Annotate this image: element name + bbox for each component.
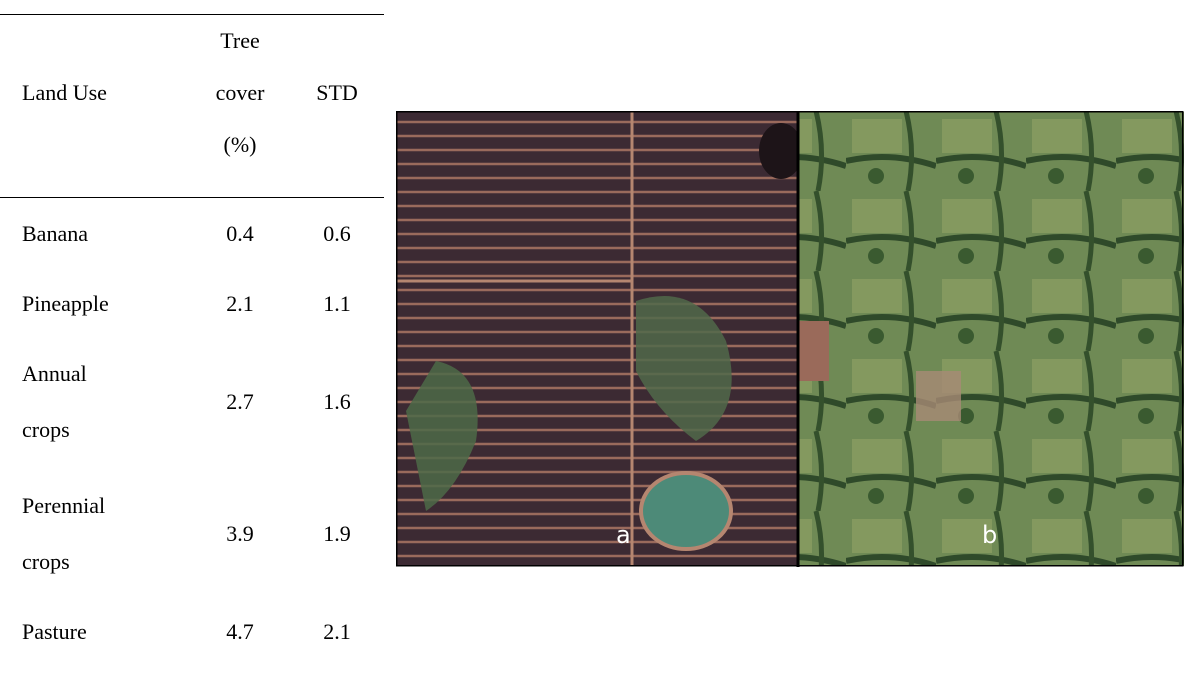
table-cell: 2.7 [190,338,290,466]
cell-value: 4.7 [190,604,290,660]
land-use-label: Perennial crops [22,478,134,590]
cell-value: 1.1 [290,276,384,332]
header-cell: STD [290,15,384,198]
table-cell: 0.4 [190,198,290,270]
cell-value: 1.9 [290,506,384,562]
table-cell: 1.1 [290,270,384,338]
table-cell: 4.7 [190,602,290,662]
panel-label: b [982,521,997,549]
figure: a b [396,111,1184,567]
table-cell: 0.6 [290,198,384,270]
land-use-label: Annual crops [22,346,134,458]
table-cell: 2.1 [190,270,290,338]
cell-value: 1.6 [290,374,384,430]
table-cell: 2.1 [290,602,384,662]
cell-value: 2.1 [290,604,384,660]
land-use-label: Pasture [22,604,134,660]
header-text: Land Use [22,15,134,119]
header-cell: Tree cover (%) [190,15,290,198]
panel-b-image [799,112,1184,566]
table-cell: 1.6 [290,338,384,466]
cell-value: 3.9 [190,506,290,562]
header-text: Tree cover (%) [209,15,271,171]
cell-value: 0.6 [290,206,384,262]
cell-value: 2.7 [190,374,290,430]
header-row: Land Use Tree cover (%) STD [0,15,384,198]
table-cell: Pineapple [0,270,190,338]
table-cell: Pasture [0,602,190,662]
table-cell: Annual crops [0,338,190,466]
table-cell: Banana [0,198,190,270]
land-use-label: Banana [22,206,134,262]
cell-value: 2.1 [190,276,290,332]
table-cell: Perennial crops [0,466,190,602]
panel-a-image [397,112,799,566]
table-cell: 3.9 [190,466,290,602]
page: {"table": {"header": ["Land Use", "Tree … [0,0,1184,689]
header-cell: Land Use [0,15,190,198]
header-text: STD [290,15,384,119]
cell-value: 0.4 [190,206,290,262]
land-use-label: Pineapple [22,276,134,332]
table-cell: 1.9 [290,466,384,602]
panel-label: a [616,521,631,549]
